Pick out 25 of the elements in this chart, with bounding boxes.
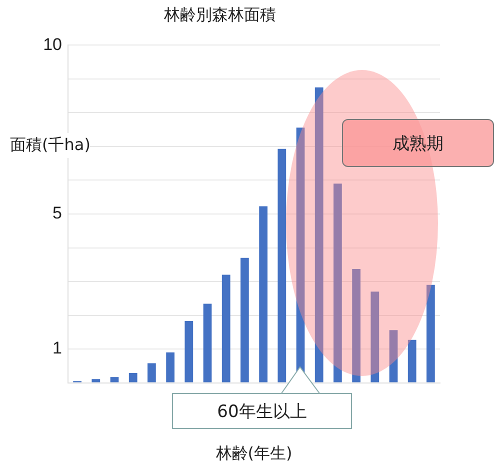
bar [240, 258, 249, 382]
bar [278, 148, 286, 382]
bar [166, 352, 174, 382]
bar [203, 304, 212, 382]
y-tick-label: 1 [52, 338, 62, 358]
bar [334, 184, 342, 382]
bar [426, 284, 435, 382]
bar [148, 363, 156, 382]
y-tick-label: 10 [43, 34, 62, 54]
bar [222, 274, 230, 382]
chart-title: 林齢別森林面積 [163, 4, 276, 24]
bar [128, 373, 138, 382]
bar [352, 269, 360, 382]
bar [408, 340, 416, 382]
y-axis-title: 面積(千ha) [10, 133, 90, 158]
y-tick-label: 5 [52, 204, 62, 223]
callout-box: 成熟期 [342, 119, 494, 167]
bar [370, 292, 380, 382]
bar [389, 330, 398, 382]
bar [184, 321, 194, 382]
x-axis-title: 林齢(年生) [214, 444, 292, 463]
bar [110, 377, 119, 382]
bar [92, 379, 100, 382]
bar [259, 206, 268, 382]
bar [314, 87, 324, 382]
